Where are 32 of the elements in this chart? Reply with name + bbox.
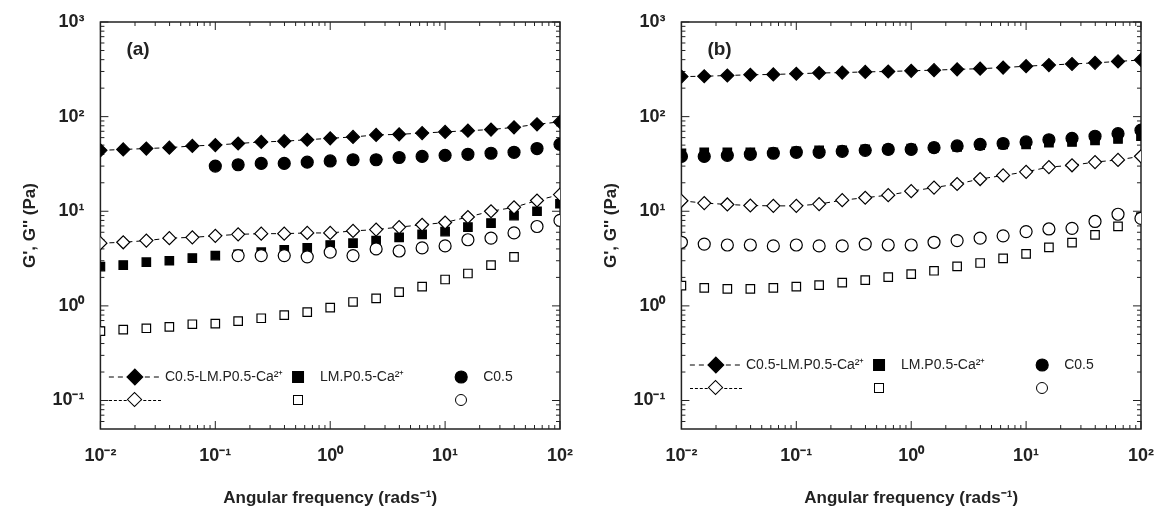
legend-label: C0.5-LM.P0.5-Ca²⁺ [745,355,865,372]
x-tick-label: 10⁻² [665,444,698,465]
y-tick-label: 10³ [58,10,85,31]
x-axis-title: Angular frequency (rads⁻¹) [804,488,1019,508]
legend-label: LM.P0.5-Ca²⁺ [901,355,986,372]
x-tick-label: 10² [1127,444,1155,465]
y-tick-label: 10⁰ [639,294,667,315]
x-tick-label: 10⁰ [317,444,345,465]
text: (a) [126,38,150,60]
x-tick-label: 10⁰ [898,444,926,465]
x-tick-label: 10⁻¹ [199,444,232,465]
legend-label: C0.5 [483,367,513,384]
y-tick-label: 10³ [639,10,666,31]
y-tick-label: 10² [639,105,666,126]
legend-label: LM.P0.5-Ca²⁺ [320,367,405,384]
y-tick-label: 10⁻¹ [52,389,85,410]
text: (b) [707,38,732,60]
y-tick-label: 10¹ [639,200,666,221]
x-tick-label: 10⁻² [84,444,117,465]
y-tick-label: 10² [58,105,85,126]
x-tick-label: 10² [546,444,574,465]
legend-label: C0.5 [1064,355,1094,372]
y-tick-label: 10¹ [58,200,85,221]
x-tick-label: 10⁻¹ [780,444,813,465]
legend-label: C0.5-LM.P0.5-Ca²⁺ [164,367,284,384]
y-axis-title: G', G'' (Pa) [600,183,620,268]
x-tick-label: 10¹ [432,444,459,465]
y-axis-title: G', G'' (Pa) [19,183,39,268]
x-tick-label: 10¹ [1013,444,1040,465]
y-tick-label: 10⁻¹ [633,389,666,410]
x-axis-title: Angular frequency (rads⁻¹) [223,488,438,508]
y-tick-label: 10⁰ [58,294,86,315]
